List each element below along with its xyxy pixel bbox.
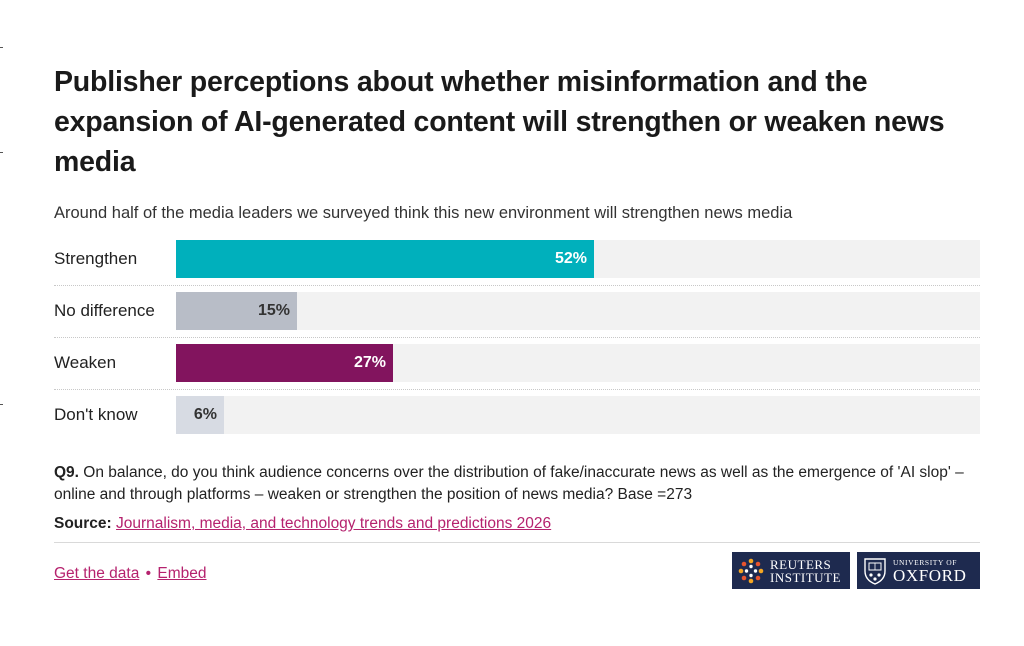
bar-value-label: 6% [193, 406, 217, 423]
oxford-line2: OXFORD [893, 565, 967, 585]
reuters-dots-icon [738, 558, 764, 583]
row-divider [54, 389, 980, 390]
university-of-oxford-logo[interactable]: UNIVERSITY OF OXFORD [857, 552, 980, 589]
bar-row: Weaken 27% [54, 344, 980, 382]
bar-value-label: 15% [257, 302, 290, 319]
source-label: Source: [54, 515, 112, 532]
bar[interactable] [176, 396, 224, 434]
chart-subtitle: Around half of the media leaders we surv… [54, 204, 793, 222]
bar-row: Strengthen 52% [54, 240, 980, 278]
source-line: Source: Journalism, media, and technolog… [54, 513, 551, 535]
category-label: Strengthen [54, 249, 138, 268]
category-label: Weaken [54, 353, 117, 372]
footer-links: Get the data • Embed [54, 563, 207, 585]
row-divider [54, 337, 980, 338]
bar[interactable] [176, 292, 297, 330]
category-label: No difference [54, 301, 155, 320]
oxford-crest-icon [864, 557, 886, 585]
question-text: On balance, do you think audience concer… [54, 464, 964, 503]
reuters-line1: REUTERS [770, 556, 832, 572]
reuters-line2: INSTITUTE [770, 569, 841, 585]
embed-link[interactable]: Embed [157, 565, 207, 582]
category-label: Don't know [54, 405, 138, 424]
edge-tick [0, 152, 3, 153]
bar-track: 27% [176, 344, 980, 382]
bar-value-label: 52% [554, 250, 587, 267]
get-data-link[interactable]: Get the data [54, 565, 140, 582]
bar-value-label: 27% [353, 354, 386, 371]
row-divider [54, 285, 980, 286]
bar-row: Don't know 6% [54, 396, 980, 434]
question-note: Q9. On balance, do you think audience co… [54, 462, 980, 506]
footer-divider [54, 542, 980, 543]
bar-track: 6% [176, 396, 980, 434]
oxford-wordmark: UNIVERSITY OF OXFORD [893, 558, 967, 584]
bar[interactable] [176, 344, 393, 382]
bar[interactable] [176, 240, 594, 278]
bar-track: 52% [176, 240, 980, 278]
edge-tick [0, 404, 3, 405]
bar-track: 15% [176, 292, 980, 330]
chart-title: Publisher perceptions about whether misi… [54, 66, 945, 178]
chart-card: Publisher perceptions about whether misi… [54, 62, 980, 589]
reuters-institute-logo[interactable]: REUTERS INSTITUTE [732, 552, 850, 589]
source-link[interactable]: Journalism, media, and technology trends… [116, 515, 552, 532]
oxford-line1: UNIVERSITY OF [893, 557, 957, 567]
question-label: Q9. [54, 464, 79, 481]
bar-chart: Strengthen 52% No difference 15% Weaken 27% Do… [54, 240, 980, 436]
edge-tick [0, 47, 3, 48]
bar-row: No difference 15% [54, 292, 980, 330]
reuters-wordmark: REUTERS INSTITUTE [770, 558, 841, 584]
link-separator: • [145, 565, 152, 582]
